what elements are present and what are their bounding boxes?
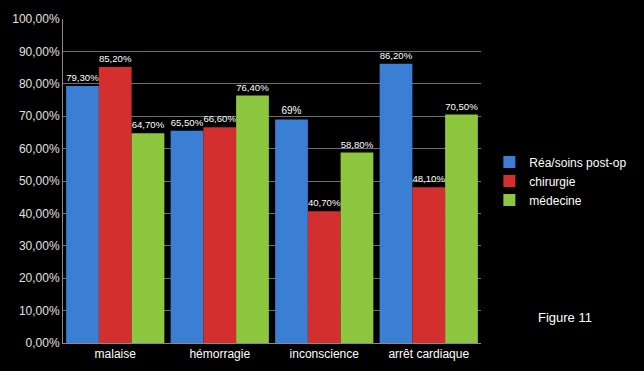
svg-text:Réa/soins post-op: Réa/soins post-op	[529, 156, 626, 170]
svg-text:10,00%: 10,00%	[19, 304, 60, 318]
svg-text:58,80%: 58,80%	[341, 139, 374, 150]
svg-text:66,60%: 66,60%	[203, 113, 236, 124]
svg-text:40,70%: 40,70%	[308, 197, 341, 208]
svg-text:20,00%: 20,00%	[19, 271, 60, 285]
svg-text:inconscience: inconscience	[290, 347, 360, 361]
svg-text:Figure 11: Figure 11	[538, 310, 592, 325]
svg-text:arrêt cardiaque: arrêt cardiaque	[388, 347, 469, 361]
svg-text:50,00%: 50,00%	[19, 174, 60, 188]
svg-text:64,70%: 64,70%	[132, 119, 165, 130]
svg-text:60,00%: 60,00%	[19, 142, 60, 156]
svg-text:65,50%: 65,50%	[171, 117, 204, 128]
svg-text:70,50%: 70,50%	[445, 101, 478, 112]
svg-text:30,00%: 30,00%	[19, 239, 60, 253]
svg-text:86,20%: 86,20%	[380, 50, 413, 61]
svg-text:0,00%: 0,00%	[26, 336, 60, 350]
svg-text:79,30%: 79,30%	[66, 72, 99, 83]
svg-text:69%: 69%	[281, 105, 301, 116]
svg-text:chirurgie: chirurgie	[529, 175, 575, 189]
svg-text:90,00%: 90,00%	[19, 45, 60, 59]
svg-text:48,10%: 48,10%	[412, 173, 445, 184]
svg-text:40,00%: 40,00%	[19, 207, 60, 221]
svg-text:hémorragie: hémorragie	[189, 347, 250, 361]
svg-text:85,20%: 85,20%	[99, 53, 132, 64]
svg-text:malaise: malaise	[95, 347, 137, 361]
svg-text:80,00%: 80,00%	[19, 77, 60, 91]
svg-text:médecine: médecine	[529, 194, 581, 208]
svg-text:70,00%: 70,00%	[19, 109, 60, 123]
svg-text:100,00%: 100,00%	[12, 12, 60, 26]
svg-text:76,40%: 76,40%	[236, 82, 269, 93]
